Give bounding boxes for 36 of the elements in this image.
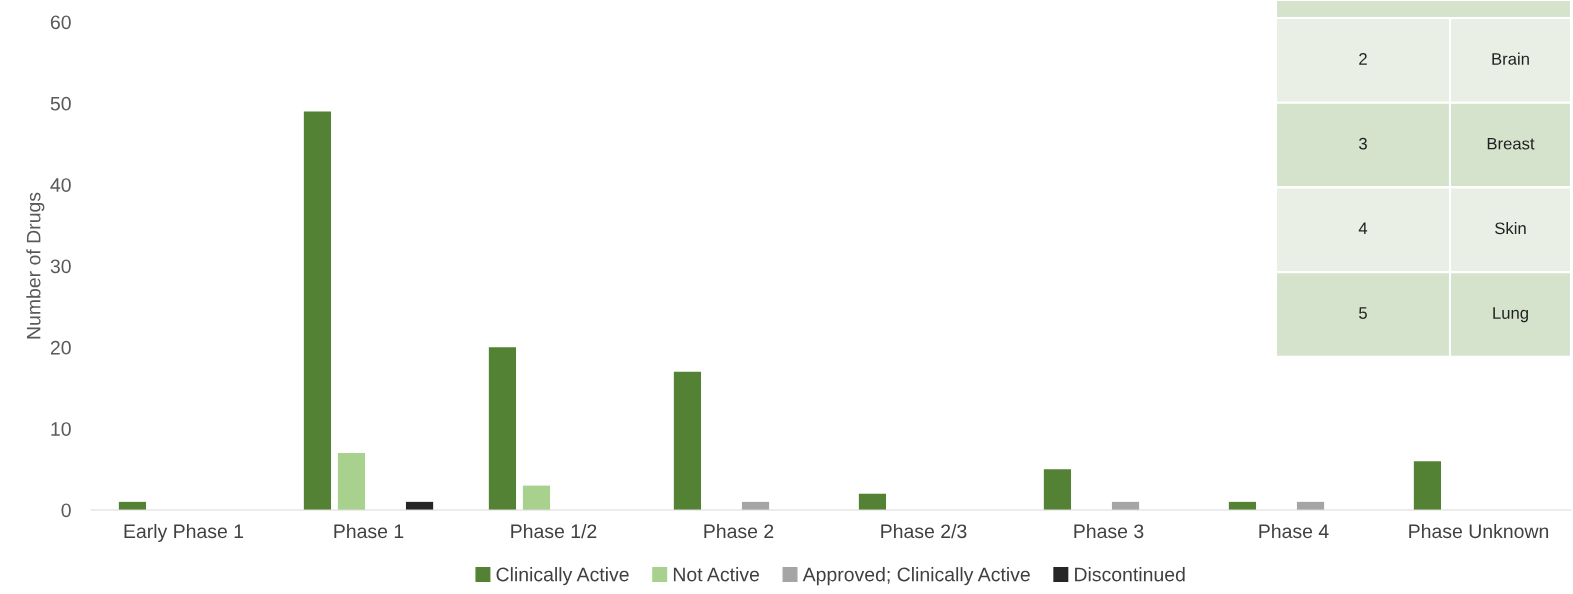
x-tick-label: Early Phase 1 [124,523,244,543]
bar [673,371,702,510]
bar [522,485,551,510]
annotation: 3 [1359,137,1367,150]
bar [488,347,517,510]
annotation: 5 [1359,307,1367,319]
y-tick-label: 0 [61,503,71,518]
bar [1043,469,1072,510]
x-tick-label: Phase 3 [1074,523,1144,539]
y-tick-label: 50 [50,96,71,111]
y-tick-label: 30 [50,259,71,274]
x-tick-label: Phase 2/3 [881,523,967,539]
annotation: Lung [1493,307,1528,323]
x-tick-label: Phase 4 [1259,523,1329,539]
y-tick-label: 10 [51,422,71,436]
annotation: Skin [1495,221,1526,235]
x-tick-label: Phase 1/2 [511,523,597,539]
annotation: 2 [1359,53,1367,65]
bar [303,111,332,510]
bar [337,453,366,510]
x-tick-label: Phase 1 [334,523,404,539]
legend-label: Approved; Clinically Active [802,567,1030,586]
y-tick-label: 60 [50,15,71,30]
y-tick-label: 40 [50,178,71,192]
legend-label: Not Active [673,567,760,582]
x-tick-label: Phase Unknown [1409,523,1549,539]
y-axis-title: Number of Drugs [26,192,45,339]
bar [858,493,887,510]
legend-label: Clinically Active [496,567,629,586]
annotation: 4 [1358,222,1368,235]
annotation: Breast [1487,137,1535,150]
x-tick-label: Phase 2 [704,523,774,539]
bar [1413,461,1442,510]
y-tick-label: 20 [50,340,71,355]
legend-label: Discontinued [1075,567,1185,582]
annotation: Brain [1492,52,1529,65]
